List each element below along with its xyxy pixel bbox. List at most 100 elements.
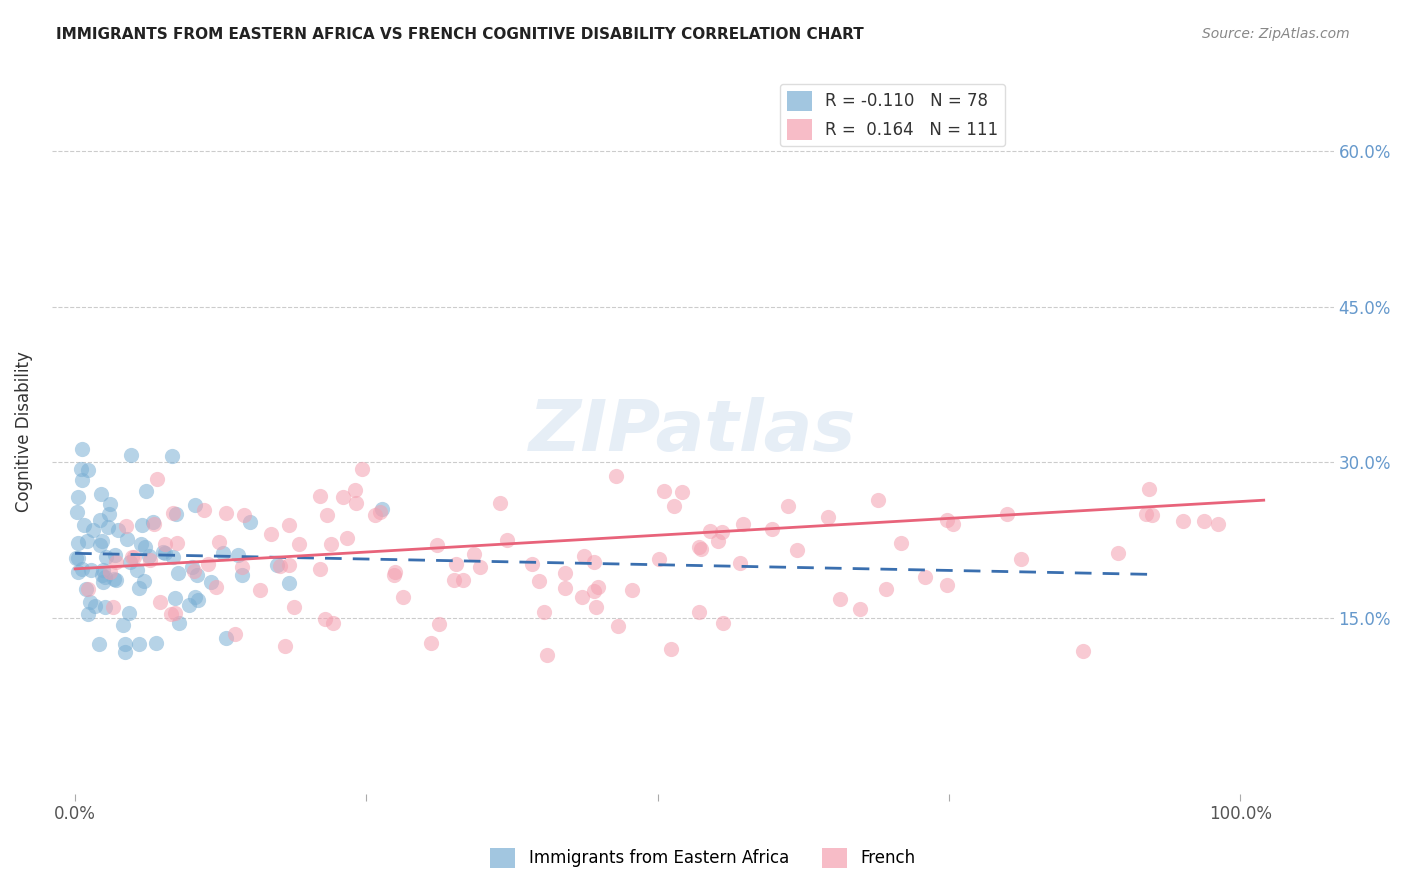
Point xyxy=(273,639,295,653)
Point xyxy=(707,534,730,549)
Point xyxy=(890,536,912,550)
Point xyxy=(1206,517,1229,532)
Point xyxy=(94,570,117,584)
Point xyxy=(135,483,157,498)
Point xyxy=(128,582,150,596)
Point xyxy=(249,582,271,597)
Point xyxy=(70,562,93,576)
Point xyxy=(231,560,253,574)
Point xyxy=(817,509,839,524)
Point xyxy=(309,489,332,503)
Point xyxy=(167,615,190,630)
Point xyxy=(89,637,111,651)
Point xyxy=(183,591,205,605)
Point xyxy=(94,549,117,564)
Point xyxy=(688,540,710,554)
Point xyxy=(868,493,890,508)
Point xyxy=(66,490,89,504)
Point xyxy=(193,503,215,517)
Point xyxy=(145,636,167,650)
Point xyxy=(1107,546,1129,560)
Point xyxy=(278,518,301,533)
Point xyxy=(786,542,808,557)
Point xyxy=(425,538,447,552)
Point xyxy=(496,533,519,547)
Point xyxy=(160,449,183,463)
Point xyxy=(1010,551,1032,566)
Legend: R = -0.110   N = 78, R =  0.164   N = 111: R = -0.110 N = 78, R = 0.164 N = 111 xyxy=(780,84,1005,146)
Point xyxy=(162,506,184,520)
Point xyxy=(65,551,87,566)
Point xyxy=(654,483,676,498)
Point xyxy=(121,550,143,565)
Point xyxy=(163,591,186,606)
Point xyxy=(664,499,686,513)
Point xyxy=(1171,514,1194,528)
Point xyxy=(444,557,467,571)
Point xyxy=(648,552,671,566)
Point xyxy=(605,469,627,483)
Point xyxy=(699,524,721,538)
Point xyxy=(212,546,235,560)
Point xyxy=(468,560,491,574)
Point xyxy=(91,575,114,590)
Point xyxy=(283,599,305,614)
Point xyxy=(152,545,174,559)
Point xyxy=(419,636,441,650)
Point xyxy=(70,473,93,487)
Point xyxy=(104,548,127,562)
Point xyxy=(710,524,733,539)
Point xyxy=(224,627,246,641)
Point xyxy=(103,573,125,587)
Point xyxy=(139,553,162,567)
Point xyxy=(1192,514,1215,528)
Point xyxy=(215,506,238,520)
Point xyxy=(554,566,576,581)
Point xyxy=(761,522,783,536)
Text: ZIPatlas: ZIPatlas xyxy=(529,397,856,466)
Point xyxy=(848,602,870,616)
Point xyxy=(90,534,112,549)
Point xyxy=(344,483,367,498)
Point xyxy=(489,496,512,510)
Point xyxy=(586,580,609,594)
Point xyxy=(659,641,682,656)
Point xyxy=(277,558,299,572)
Point xyxy=(131,536,153,550)
Point xyxy=(167,566,190,581)
Point xyxy=(67,536,90,550)
Point xyxy=(554,581,576,595)
Point xyxy=(214,631,236,645)
Point xyxy=(131,517,153,532)
Point xyxy=(1140,508,1163,523)
Point xyxy=(520,557,543,571)
Point xyxy=(77,463,100,477)
Point xyxy=(382,568,405,582)
Point xyxy=(134,541,156,555)
Point xyxy=(583,584,606,599)
Point xyxy=(90,487,112,501)
Point xyxy=(208,535,231,549)
Point xyxy=(321,537,343,551)
Point xyxy=(66,550,89,565)
Point xyxy=(995,507,1018,521)
Y-axis label: Cognitive Disability: Cognitive Disability xyxy=(15,351,32,511)
Point xyxy=(84,599,107,613)
Point xyxy=(187,592,209,607)
Point xyxy=(711,616,734,631)
Point xyxy=(72,518,94,533)
Point xyxy=(107,523,129,537)
Point xyxy=(352,462,374,476)
Point xyxy=(145,472,167,486)
Point xyxy=(98,497,121,511)
Point xyxy=(65,505,87,519)
Point xyxy=(392,590,415,604)
Point xyxy=(184,498,207,512)
Point xyxy=(830,591,852,606)
Point xyxy=(571,591,593,605)
Point xyxy=(427,616,450,631)
Point xyxy=(128,636,150,650)
Point xyxy=(153,537,176,551)
Point xyxy=(77,582,100,596)
Point xyxy=(114,645,136,659)
